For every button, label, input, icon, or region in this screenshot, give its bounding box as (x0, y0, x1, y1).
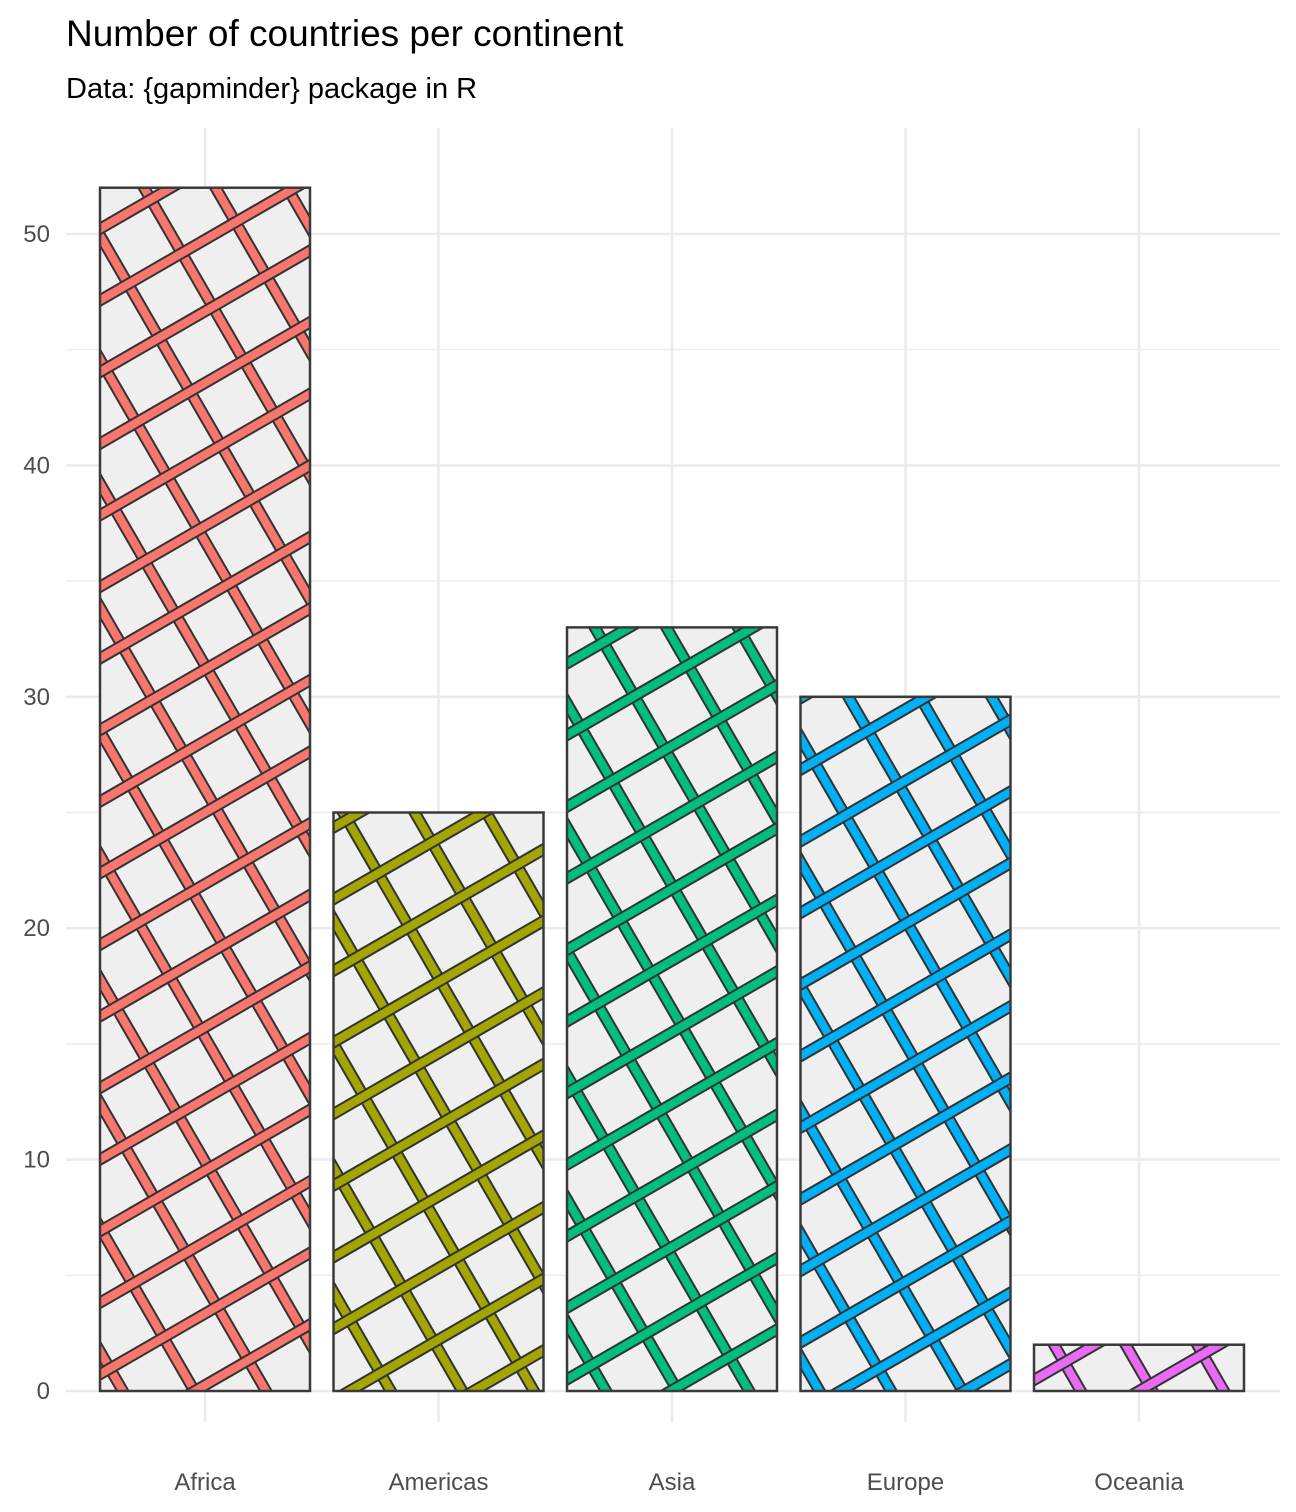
bar-outline (98, 186, 312, 1393)
chart-subtitle: Data: {gapminder} package in R (66, 73, 478, 105)
x-tick-label: Europe (867, 1469, 944, 1496)
axis-labels: 0 10 20 30 40 50 Africa Americas Asia Europe Ocean… (23, 221, 1184, 1496)
bar-outline (332, 811, 545, 1393)
bar-outline (565, 626, 779, 1393)
y-tick-label: 20 (23, 915, 50, 942)
y-tick-label: 50 (23, 221, 50, 248)
x-tick-label: Asia (649, 1469, 696, 1496)
y-tick-label: 40 (23, 452, 50, 479)
x-tick-label: Africa (174, 1469, 236, 1496)
y-tick-label: 30 (23, 684, 50, 711)
x-tick-label: Oceania (1094, 1469, 1184, 1496)
bar-outline (799, 695, 1012, 1393)
y-tick-label: 0 (37, 1378, 50, 1405)
y-tick-label: 10 (23, 1147, 50, 1174)
bar-outline (1032, 1343, 1246, 1393)
chart-title: Number of countries per continent (66, 13, 624, 54)
x-tick-label: Americas (388, 1469, 488, 1496)
